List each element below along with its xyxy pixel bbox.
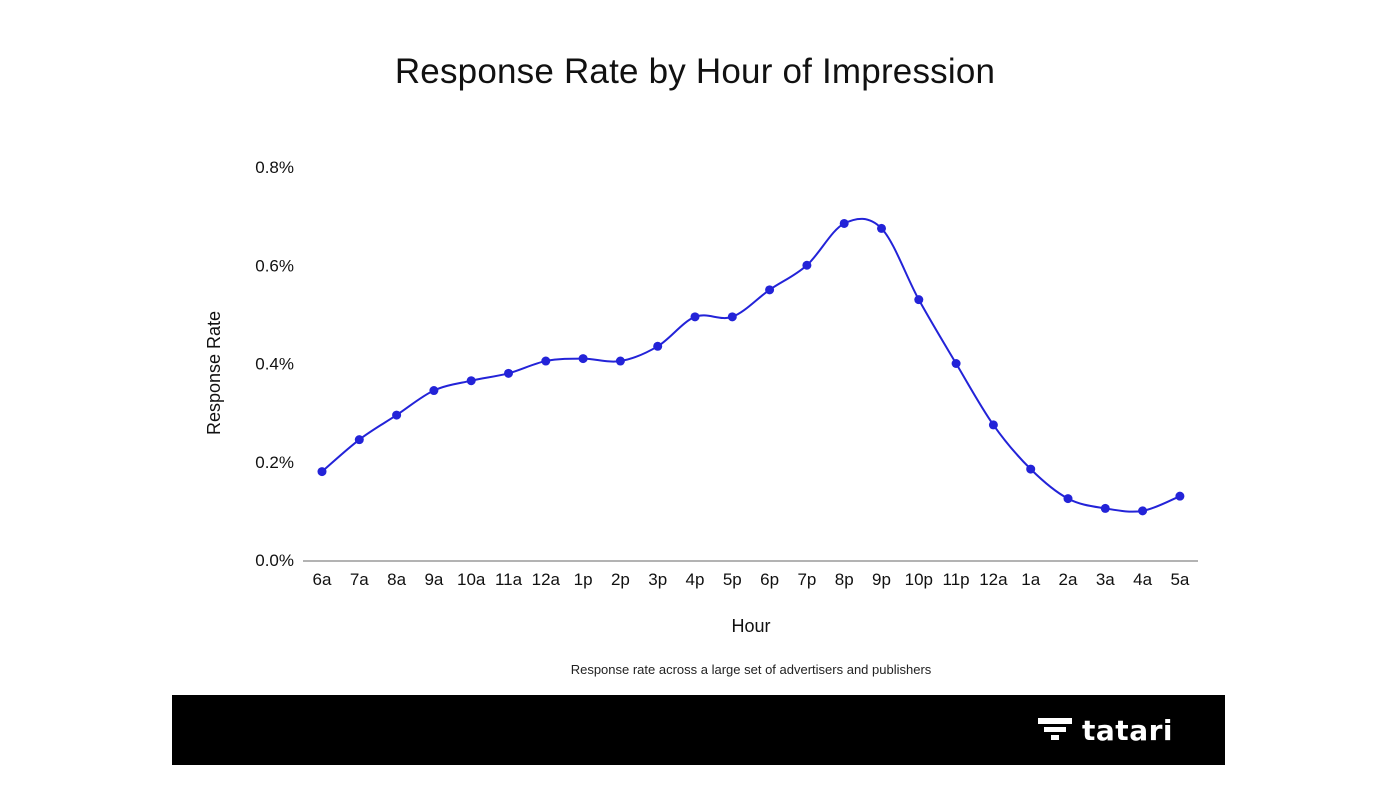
data-point [877,223,886,233]
chart-caption: Response rate across a large set of adve… [570,662,932,677]
x-tick-label: 6a [313,570,332,589]
x-tick-label: 1a [1021,570,1040,589]
footer-bar: tatari [172,695,1225,765]
data-point [988,420,998,430]
data-point [1063,494,1073,504]
data-point [615,356,625,366]
x-tick-label: 2a [1059,570,1078,589]
x-tick-label: 3a [1096,570,1115,589]
series-line [321,217,1181,513]
x-tick-label: 8p [835,570,854,589]
data-point [504,368,513,378]
x-tick-label: 1p [574,570,593,589]
brand-name: tatari [1082,713,1173,747]
x-tick-label: 5p [723,570,742,589]
data-point [839,218,849,228]
data-point [1100,503,1110,513]
data-point [1026,464,1036,474]
data-point [466,376,476,386]
data-points [317,218,1185,516]
data-point [578,354,588,364]
data-point [541,356,551,366]
y-tick-label: 0.0% [255,551,294,570]
chart-title: Response Rate by Hour of Impression [394,52,996,91]
x-tick-label: 9p [872,570,891,589]
x-tick-label: 3p [648,570,667,589]
brand-logo: tatari [1038,712,1173,748]
x-tick-label: 7a [350,570,369,589]
x-tick-label: 4a [1133,570,1152,589]
y-tick-label: 0.6% [255,256,294,275]
data-point [765,285,775,295]
tatari-logo-icon [1038,718,1073,740]
x-tick-label: 12a [979,570,1008,589]
data-point [690,312,700,322]
y-axis-label: Response Rate [204,311,224,435]
x-tick-label: 11p [943,570,970,589]
x-tick-label: 5a [1170,570,1189,589]
x-axis-ticks: 6a 7a 8a 9a 10a 11a 12a 1p 2p 3p 4p 5p 6p 7p 8p 9p 10p 11… [313,570,1190,589]
y-axis-ticks: 0.0% 0.2% 0.4% 0.6% 0.8% [255,158,294,570]
x-tick-label: 12a [532,570,561,589]
x-axis-label: Hour [731,616,770,636]
data-point [727,312,737,322]
x-tick-label: 8a [387,570,406,589]
x-tick-label: 10p [905,570,933,589]
y-tick-label: 0.8% [255,158,294,177]
y-tick-label: 0.2% [255,453,294,472]
data-point [653,341,663,351]
data-point [802,260,812,270]
x-tick-label: 9a [424,570,443,589]
data-point [392,410,402,420]
data-point [951,359,961,368]
data-point [1175,491,1185,501]
x-tick-label: 2p [611,570,630,589]
x-tick-label: 7p [797,570,816,589]
x-tick-label: 4p [686,570,705,589]
x-tick-label: 10a [457,570,486,589]
data-point [1138,506,1148,516]
y-tick-label: 0.4% [255,355,294,374]
x-tick-label: 6p [760,570,779,589]
data-point [317,467,327,477]
x-tick-label: 11a [495,570,523,589]
data-point [914,295,924,305]
data-point [429,386,439,396]
data-point [354,435,364,445]
